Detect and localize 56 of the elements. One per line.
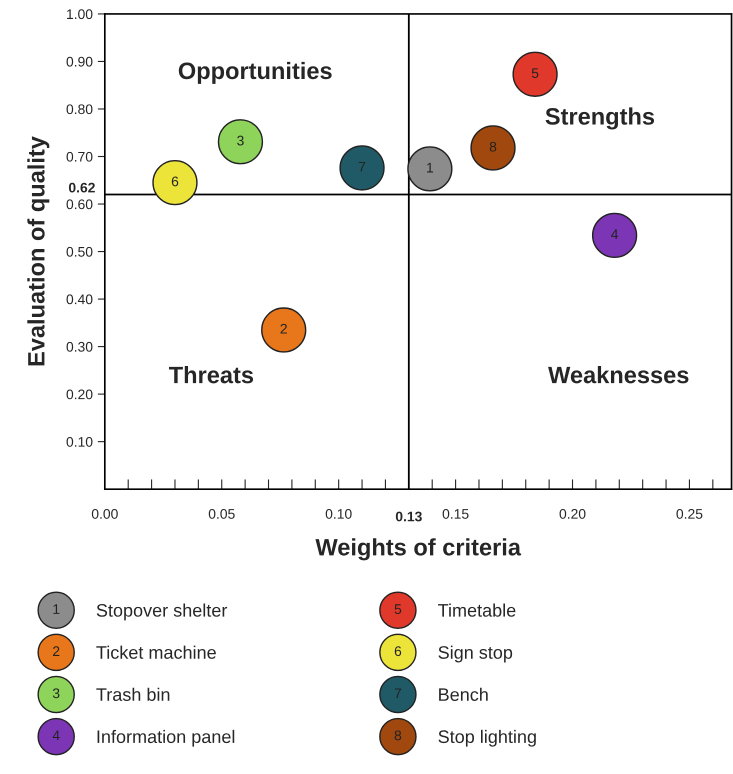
x-tick-label: 0.15 — [442, 508, 469, 519]
annotation: Weaknesses — [548, 366, 688, 384]
annotation: 3 — [237, 136, 244, 146]
y-tick-label: 0.80 — [66, 104, 92, 114]
y-tick-label: 0.40 — [66, 294, 92, 304]
legend-label: Sign stop — [438, 646, 512, 662]
x-tick-label: 0.20 — [560, 508, 586, 519]
legend-label: Stop lighting — [438, 730, 536, 747]
annotation: 7 — [358, 162, 366, 172]
x-tick-label: 0.00 — [92, 508, 118, 519]
legend-label: Ticket machine — [96, 646, 216, 659]
ref-line-label: 0.13 — [396, 512, 422, 522]
point — [592, 212, 638, 258]
point — [261, 307, 306, 353]
annotation: 6 — [172, 176, 178, 186]
legend-label: Stopover shelter — [96, 604, 228, 620]
x-axis-title: Weights of criteria — [315, 538, 522, 560]
point — [152, 160, 198, 206]
point — [470, 125, 516, 171]
annotation: 5 — [532, 68, 538, 78]
text: 3 — [52, 688, 60, 698]
legend-label: Timetable — [438, 604, 516, 617]
legend-label: Trash bin — [96, 688, 170, 701]
x-tick-label: 0.05 — [208, 508, 235, 519]
annotation: 1 — [427, 162, 434, 172]
x-tick-label: 0.25 — [676, 508, 702, 519]
annotation: Strengths — [546, 107, 654, 130]
text: 1 — [53, 604, 60, 614]
y-tick-label: 1.00 — [67, 9, 92, 20]
annotation: Threats — [168, 366, 254, 384]
y-tick-label: 0.60 — [66, 199, 92, 210]
annotation: 8 — [490, 142, 496, 152]
x-tick-label: 0.10 — [326, 508, 352, 519]
y-tick-label: 0.30 — [66, 342, 92, 352]
y-tick-label: 0.90 — [66, 56, 92, 67]
y-tick-label: 0.70 — [66, 152, 92, 162]
point — [218, 119, 264, 164]
y-tick-label: 0.50 — [66, 246, 92, 257]
ref-line-label: 0.62 — [68, 182, 95, 193]
annotation: Opportunities — [178, 62, 332, 84]
legend-label: Information panel — [98, 730, 234, 747]
text: 4 — [52, 730, 60, 740]
annotation: 2 — [280, 324, 287, 334]
y-axis-title: Evaluation of quality — [27, 136, 50, 366]
text: 5 — [394, 604, 402, 614]
y-tick-label: 0.20 — [66, 389, 92, 400]
point — [407, 146, 453, 192]
point — [512, 52, 558, 97]
text: 2 — [53, 646, 60, 656]
point — [339, 145, 385, 191]
text: 6 — [394, 646, 402, 656]
y-tick-label: 0.10 — [66, 436, 92, 447]
legend-label: Bench — [439, 688, 488, 701]
text: 7 — [394, 688, 402, 698]
text: 8 — [394, 730, 402, 740]
annotation: 4 — [611, 229, 618, 239]
